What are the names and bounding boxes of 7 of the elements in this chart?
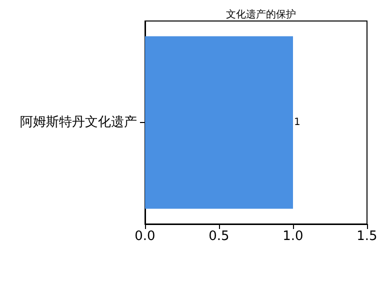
x-tick-label: 1.0 [282, 229, 304, 244]
x-tick-label: 1.5 [356, 229, 378, 244]
data-label: 1 [294, 117, 300, 128]
chart-title: 文化遗产的保护 [226, 8, 296, 20]
y-tick-label: 阿姆斯特丹文化遗产 [20, 115, 137, 130]
x-tick-label: 0.5 [208, 229, 230, 244]
x-tick-label: 0.0 [134, 229, 156, 244]
